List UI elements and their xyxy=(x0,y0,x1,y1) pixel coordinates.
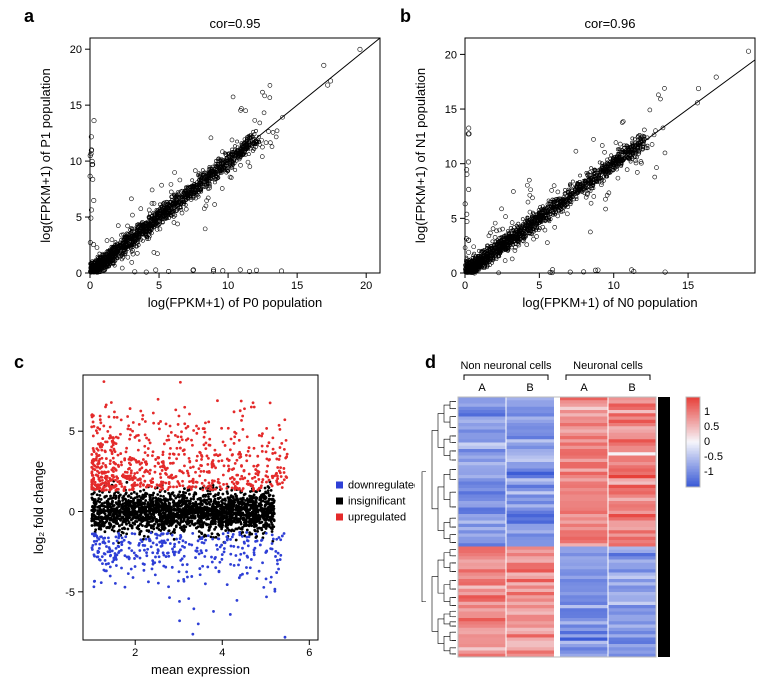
svg-text:0: 0 xyxy=(451,268,457,280)
svg-text:log(FPKM+1) of N1 population: log(FPKM+1) of N1 population xyxy=(413,68,428,243)
svg-text:15: 15 xyxy=(445,104,457,116)
svg-text:10: 10 xyxy=(445,159,457,171)
svg-text:4: 4 xyxy=(219,647,225,659)
svg-text:2: 2 xyxy=(132,647,138,659)
svg-text:-5: -5 xyxy=(65,587,75,599)
svg-text:15: 15 xyxy=(682,280,694,292)
svg-text:0: 0 xyxy=(76,268,82,280)
svg-text:15: 15 xyxy=(70,100,82,112)
scatter-panel-b: 0 5 10 15 0 5 10 15 20 log(FPKM+1) of N0 populati… xyxy=(395,8,775,328)
svg-text:20: 20 xyxy=(360,280,372,292)
svg-text:cor=0.96: cor=0.96 xyxy=(585,16,636,31)
svg-text:6: 6 xyxy=(306,647,312,659)
heatmap-panel-d: Non neuronal cellsABNeuronal cellsAB-1-0… xyxy=(420,355,775,685)
svg-text:cor=0.95: cor=0.95 xyxy=(210,16,261,31)
svg-text:10: 10 xyxy=(222,280,234,292)
svg-text:log(FPKM+1) of P0 population: log(FPKM+1) of P0 population xyxy=(148,295,323,310)
figure-root: a 0510152005101520log(FPKM+1) of P0 popu… xyxy=(0,0,778,691)
svg-text:mean expression: mean expression xyxy=(151,662,250,677)
scatter-panel-a: 0 5 10 15 20 0 5 10 15 20 log(FPKM+1) of P0 popula… xyxy=(20,8,390,328)
scatter-svg-b: 0 5 10 15 0 5 10 15 20 log(FPKM+1) of N0 populati… xyxy=(395,8,775,328)
svg-text:5: 5 xyxy=(156,280,162,292)
ma-svg-c: 246-505mean expressionlog₂ fold changedo… xyxy=(5,355,415,685)
heatmap-svg-d: Non neuronal cellsABNeuronal cellsAB-1-0… xyxy=(420,355,775,685)
svg-text:15: 15 xyxy=(291,280,303,292)
svg-text:5: 5 xyxy=(536,280,542,292)
svg-text:log(FPKM+1) of N0 population: log(FPKM+1) of N0 population xyxy=(522,295,697,310)
svg-text:20: 20 xyxy=(445,49,457,61)
svg-text:0: 0 xyxy=(462,280,468,292)
svg-text:5: 5 xyxy=(451,213,457,225)
svg-text:10: 10 xyxy=(608,280,620,292)
scatter-svg-a: 0 5 10 15 20 0 5 10 15 20 log(FPKM+1) of P0 popula… xyxy=(20,8,390,328)
svg-text:10: 10 xyxy=(70,156,82,168)
svg-text:20: 20 xyxy=(70,44,82,56)
svg-text:log(FPKM+1) of P1 population: log(FPKM+1) of P1 population xyxy=(38,68,53,243)
svg-text:0: 0 xyxy=(69,507,75,519)
svg-text:5: 5 xyxy=(76,212,82,224)
svg-text:log₂ fold change: log₂ fold change xyxy=(31,461,46,554)
ma-panel-c: 246-505mean expressionlog₂ fold changedo… xyxy=(5,355,415,685)
svg-text:0: 0 xyxy=(87,280,93,292)
svg-text:5: 5 xyxy=(69,426,75,438)
